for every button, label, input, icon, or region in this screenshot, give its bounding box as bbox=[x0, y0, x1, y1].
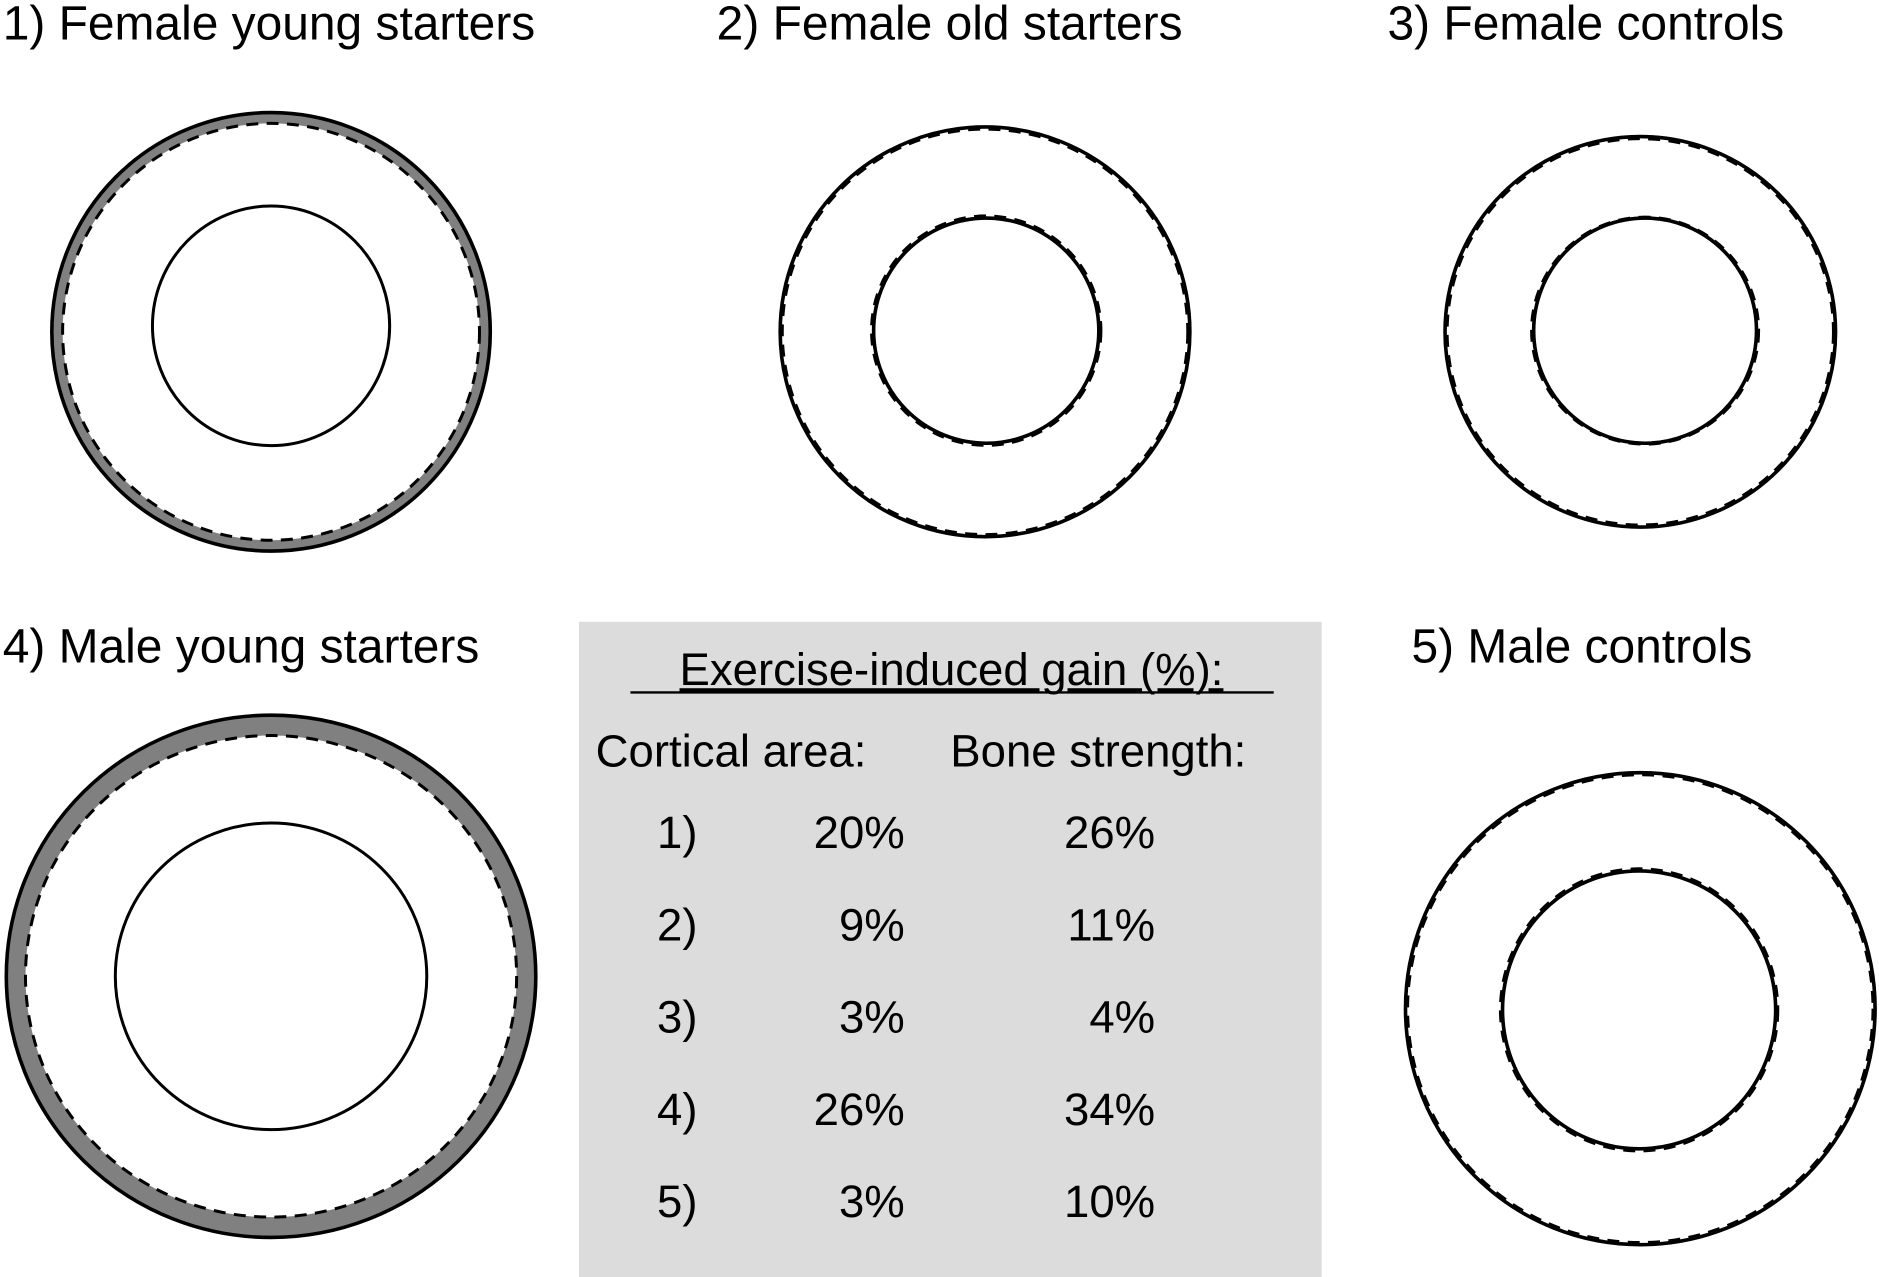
outer-boundary-control-dashed bbox=[1406, 773, 1874, 1244]
row-id: 5) bbox=[657, 1176, 697, 1227]
strength-value: 4% bbox=[1089, 992, 1155, 1043]
column-header-cortical: Cortical area: bbox=[596, 726, 867, 777]
row-id: 1) bbox=[657, 807, 697, 858]
panel-title: 4) Male young starters bbox=[3, 620, 480, 673]
panel-title: 2) Female old starters bbox=[717, 0, 1183, 51]
panel-1-female-young-starters: 1) Female young starters bbox=[3, 0, 536, 553]
outer-boundary-exercised bbox=[1403, 770, 1877, 1247]
strength-value: 34% bbox=[1064, 1084, 1155, 1135]
table-row: 2) 9% 11% bbox=[657, 899, 1155, 950]
table-row: 5) 3% 10% bbox=[657, 1176, 1155, 1227]
table-row: 4) 26% 34% bbox=[657, 1084, 1155, 1135]
cortical-value: 9% bbox=[839, 899, 905, 950]
table-row: 3) 3% 4% bbox=[657, 992, 1155, 1043]
cortical-value: 3% bbox=[839, 992, 905, 1043]
outer-boundary-control-dashed bbox=[781, 128, 1189, 536]
panel-4-male-young-starters: 4) Male young starters bbox=[3, 620, 538, 1240]
inner-boundary-control-dashed bbox=[1498, 867, 1780, 1153]
panel-2-female-old-starters: 2) Female old starters bbox=[717, 0, 1192, 539]
strength-value: 11% bbox=[1067, 899, 1155, 950]
row-id: 3) bbox=[657, 992, 697, 1043]
table-background bbox=[578, 621, 1322, 1277]
inner-boundary bbox=[871, 216, 1101, 446]
table-row: 1) 20% 26% bbox=[657, 807, 1155, 858]
inner-boundary bbox=[150, 204, 392, 448]
outer-boundary-exercised bbox=[778, 125, 1192, 539]
inner-boundary-control-dashed bbox=[870, 214, 1103, 447]
table-title: Exercise-induced gain (%): bbox=[680, 644, 1224, 695]
strength-value: 26% bbox=[1064, 807, 1155, 858]
panel-5-male-controls: 5) Male controls bbox=[1403, 620, 1877, 1247]
panel-3-female-controls: 3) Female controls bbox=[1388, 0, 1838, 529]
cortical-value: 3% bbox=[839, 1176, 905, 1227]
panel-title: 1) Female young starters bbox=[3, 0, 536, 51]
row-id: 4) bbox=[657, 1084, 697, 1135]
inner-boundary bbox=[113, 821, 429, 1132]
outer-boundary-control-dashed bbox=[61, 121, 481, 542]
cortical-value: 26% bbox=[814, 1084, 905, 1135]
gain-table: Exercise-induced gain (%): Cortical area… bbox=[578, 621, 1322, 1277]
cortical-value: 20% bbox=[814, 807, 905, 858]
outer-boundary-control-dashed bbox=[23, 734, 519, 1219]
row-id: 2) bbox=[657, 899, 697, 950]
panel-title: 3) Female controls bbox=[1388, 0, 1785, 51]
inner-boundary-control-dashed bbox=[1530, 215, 1761, 446]
outer-boundary-exercised bbox=[1443, 134, 1838, 529]
panel-title: 5) Male controls bbox=[1411, 620, 1752, 673]
column-header-strength: Bone strength: bbox=[950, 726, 1246, 777]
strength-value: 10% bbox=[1064, 1176, 1155, 1227]
outer-boundary-control-dashed bbox=[1446, 137, 1835, 526]
inner-boundary bbox=[1500, 869, 1778, 1151]
